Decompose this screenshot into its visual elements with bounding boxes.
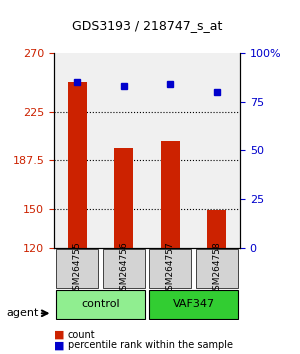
FancyBboxPatch shape [149,249,191,288]
Text: ■: ■ [54,340,64,350]
Text: percentile rank within the sample: percentile rank within the sample [68,340,232,350]
FancyBboxPatch shape [56,249,98,288]
Text: GSM264755: GSM264755 [73,241,82,296]
Text: VAF347: VAF347 [172,299,214,309]
Bar [208,210,226,248]
Text: GSM264757: GSM264757 [166,241,175,296]
Text: agent: agent [6,308,38,318]
FancyBboxPatch shape [103,249,145,288]
Bar [68,82,87,248]
Text: count: count [68,330,95,339]
FancyBboxPatch shape [56,290,145,319]
Text: GDS3193 / 218747_s_at: GDS3193 / 218747_s_at [72,19,222,32]
Text: ■: ■ [54,330,64,339]
Text: control: control [81,299,120,309]
Text: GSM264756: GSM264756 [119,241,128,296]
Text: GSM264758: GSM264758 [212,241,221,296]
Bar [161,141,179,248]
FancyBboxPatch shape [196,249,238,288]
Bar [115,148,133,248]
FancyBboxPatch shape [149,290,238,319]
